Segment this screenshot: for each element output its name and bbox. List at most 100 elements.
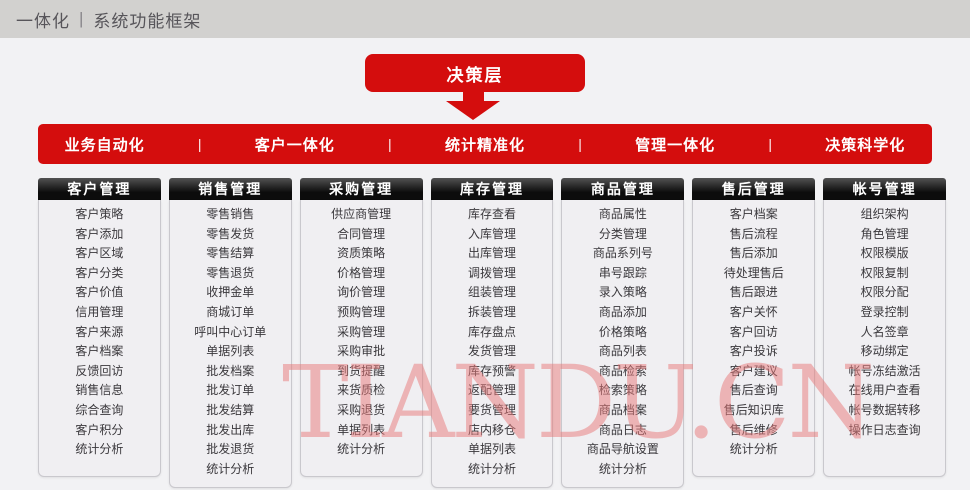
column-title: 商品管理	[561, 178, 685, 200]
function-item: 分类管理	[598, 226, 647, 241]
strategy-separator: |	[197, 136, 202, 152]
function-item: 拆装管理	[468, 304, 517, 319]
function-item: 检索策略	[598, 383, 647, 398]
function-item: 要货管理	[468, 402, 517, 417]
function-item: 信用管理	[75, 304, 124, 319]
function-item: 批发出库	[206, 422, 255, 437]
function-item: 客户添加	[75, 226, 124, 241]
strategy-item: 管理一体化	[635, 136, 716, 154]
function-item: 组装管理	[468, 285, 517, 300]
function-item: 调拨管理	[468, 265, 517, 280]
function-item: 录入策略	[598, 285, 647, 300]
function-item: 零售发货	[206, 226, 255, 241]
down-arrow-icon	[446, 101, 500, 120]
function-column: 销售管理 零售销售 零售发货 零售结算 零售退货 收押金单 商城订单 呼叫中心订单 单据列表 批发…	[168, 178, 292, 489]
function-item: 售后流程	[729, 226, 778, 241]
function-item: 组织架构	[860, 207, 909, 221]
function-item: 供应商管理	[331, 207, 392, 221]
function-item: 商品检索	[598, 363, 647, 378]
function-item: 统计分析	[598, 461, 647, 476]
function-item: 帐号冻结激活	[848, 363, 921, 378]
function-item: 店内移仓	[468, 422, 517, 437]
column-panel: 库存查看 入库管理 出库管理 调拨管理 组装管理 拆装管理 库存盘点 发货管理 库存预警 返配管理…	[430, 200, 554, 489]
function-item: 商品档案	[598, 402, 647, 417]
strategy-item: 统计精准化	[444, 136, 525, 154]
function-column: 库存管理 库存查看 入库管理 出库管理 调拨管理 组装管理 拆装管理 库存盘点 发货管理 库存预警…	[430, 178, 554, 489]
function-item: 客户回访	[729, 324, 778, 339]
function-item: 商品导航设置	[586, 442, 659, 457]
function-item: 客户关怀	[729, 304, 778, 319]
function-item: 售后维修	[729, 422, 778, 437]
function-item: 零售退货	[206, 265, 255, 280]
function-item: 售后添加	[729, 246, 778, 261]
function-item: 询价管理	[337, 285, 386, 300]
function-item: 客户区域	[75, 246, 124, 261]
column-title: 库存管理	[430, 178, 554, 200]
function-item: 客户档案	[729, 207, 778, 221]
function-item: 角色管理	[860, 226, 909, 241]
function-column: 售后管理 客户档案 售后流程 售后添加 待处理售后 售后跟进 客户关怀 客户回访 客户投诉 客户建…	[692, 178, 816, 477]
function-column: 客户管理客户策略客户添加客户区域客户分类客户价值信用管理客户来源客户档案反馈回访…	[38, 178, 161, 477]
function-item: 统计分析	[337, 442, 386, 457]
function-item: 商品列表	[598, 344, 647, 359]
column-panel: 客户档案 售后流程 售后添加 待处理售后 售后跟进 客户关怀 客户回访 客户投诉 客户建议 售后查…	[692, 200, 816, 477]
function-item: 反馈回访	[75, 363, 124, 378]
title-separator: |	[79, 9, 85, 28]
function-item: 入库管理	[468, 226, 517, 241]
function-item: 销售信息	[75, 383, 124, 398]
function-item: 客户策略	[75, 207, 124, 221]
function-item: 客户来源	[75, 324, 124, 339]
column-panel: 客户策略客户添加客户区域客户分类客户价值信用管理客户来源客户档案反馈回访销售信息…	[38, 200, 161, 477]
function-item: 商品系列号	[592, 246, 653, 261]
function-item: 权限分配	[860, 285, 909, 300]
page-title: 系统功能框架	[93, 11, 202, 31]
function-item: 帐号数据转移	[848, 402, 921, 417]
function-item: 商城订单	[206, 304, 255, 319]
strategy-separator: |	[388, 136, 392, 152]
function-item: 批发退货	[206, 442, 255, 457]
column-title: 销售管理	[168, 178, 292, 200]
strategy-item: 决策科学化	[825, 136, 906, 154]
function-item: 资质策略	[337, 246, 386, 261]
function-item: 采购审批	[337, 344, 386, 359]
function-item: 批发结算	[206, 402, 255, 417]
function-item: 到货提醒	[337, 363, 386, 378]
column-title: 客户管理	[38, 178, 161, 200]
function-item: 客户建议	[729, 363, 778, 378]
down-arrow-stem	[463, 91, 484, 101]
function-column: 商品管理 商品属性 分类管理 商品系列号 串号跟踪 录入策略 商品添加 价格策略 商品列表 商品检…	[561, 178, 685, 489]
function-item: 批发订单	[206, 383, 255, 398]
function-item: 统计分析	[206, 461, 255, 476]
function-item: 操作日志查询	[848, 422, 921, 437]
function-item: 库存预警	[468, 363, 517, 378]
function-item: 移动绑定	[860, 344, 909, 359]
function-item: 呼叫中心订单	[194, 324, 267, 339]
function-item: 库存查看	[468, 207, 517, 221]
function-item: 客户分类	[75, 265, 124, 280]
decision-layer-banner: 决策层	[365, 54, 585, 92]
function-item: 客户档案	[75, 344, 124, 359]
function-item: 权限模版	[860, 246, 909, 261]
function-item: 预购管理	[337, 304, 386, 319]
function-item: 售后知识库	[723, 402, 784, 417]
function-item: 人名签章	[860, 324, 909, 339]
function-item: 零售结算	[206, 246, 255, 261]
column-title: 帐号管理	[823, 178, 947, 200]
strategy-separator: |	[768, 136, 772, 152]
function-item: 价格策略	[598, 324, 647, 339]
columns: 客户管理 客户策略 客户添加 客户区域 客户分类 客户价值 信用管理 客户来源 客户档案 反馈回访…	[38, 178, 947, 489]
function-item: 权限复制	[860, 265, 909, 280]
function-item: 价格管理	[337, 265, 386, 280]
decision-layer-label: 决策层	[446, 65, 504, 85]
column-panel: 商品属性 分类管理 商品系列号 串号跟踪 录入策略 商品添加 价格策略 商品列表 商品检索 检索策…	[561, 200, 685, 489]
page-title-bar: 一体化 | 系统功能框架	[0, 0, 970, 38]
function-item: 售后跟进	[729, 285, 778, 300]
function-item: 客户积分	[75, 422, 124, 437]
function-item: 综合查询	[75, 402, 124, 417]
strategy-item: 客户一体化	[254, 136, 335, 154]
function-item: 客户价值	[75, 285, 124, 300]
function-item: 零售销售	[206, 207, 255, 221]
function-item: 待处理售后	[723, 265, 784, 280]
function-column: 帐号管理 组织架构 角色管理 权限模版 权限复制 权限分配 登录控制 人名签章 移动绑定 帐号冻结…	[823, 178, 947, 477]
function-item: 客户投诉	[729, 344, 778, 359]
